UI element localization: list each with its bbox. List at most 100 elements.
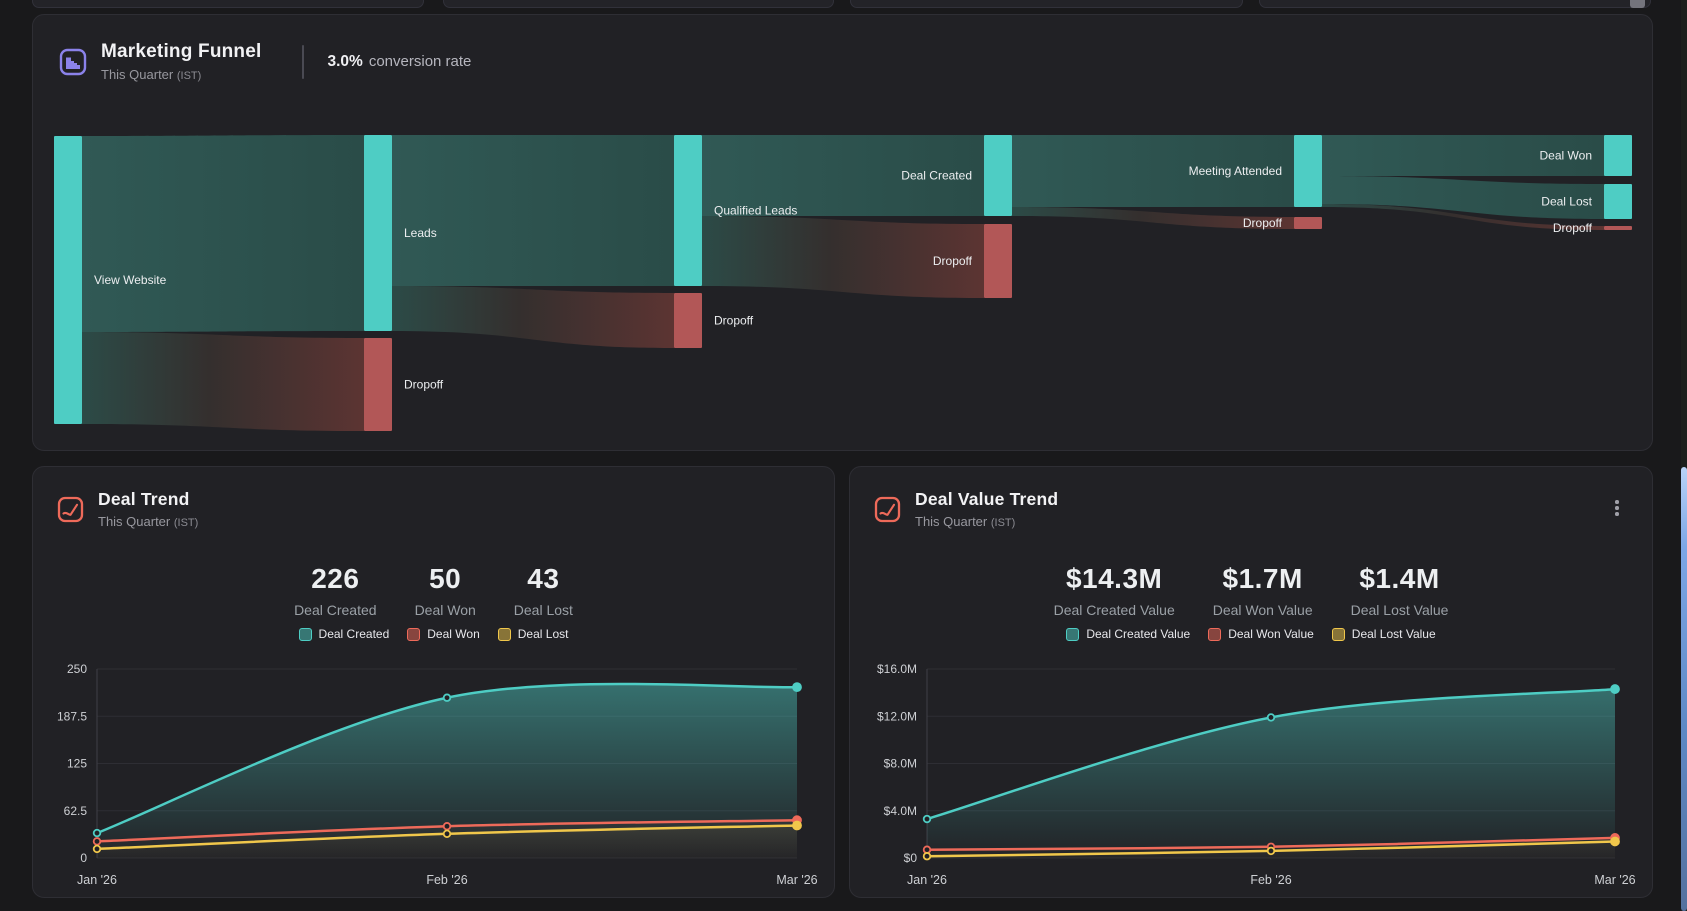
sankey-link-qualified-leads-to-dropoff-3[interactable] (702, 216, 984, 298)
legend-label: Deal Lost Value (1351, 627, 1436, 641)
data-point[interactable] (442, 822, 452, 831)
data-point[interactable] (1610, 684, 1620, 694)
conversion-rate-label: conversion rate (368, 52, 472, 70)
stat-label: Deal Created (294, 602, 377, 618)
stat-deal-won: 50 Deal Won (415, 563, 476, 618)
sankey-link-meeting-attended-to-deal-lost[interactable] (1322, 176, 1604, 219)
sankey-label-deal-won: Deal Won (1540, 149, 1592, 163)
data-point[interactable] (792, 820, 802, 831)
stat-label: Deal Won (414, 602, 476, 618)
legend-swatch (1331, 627, 1345, 641)
card-menu-kebab-icon[interactable] (1608, 497, 1626, 519)
sankey-node-view-website[interactable] (54, 136, 82, 424)
legend-item-deal-lost-value[interactable]: Deal Lost Value (1331, 627, 1436, 641)
sankey-link-view-website-to-dropoff-1[interactable] (82, 332, 364, 431)
card-title: Deal Value Trend (915, 489, 1059, 509)
deal-trend-line-chart[interactable]: 0 62.5 125 187.5 250 Jan '26 Feb '26 Mar '26 (33, 467, 836, 899)
legend-item-deal-won-value[interactable]: Deal Won Value (1208, 627, 1314, 641)
sankey-label-deal-created: Deal Created (901, 169, 972, 183)
sankey-label-dropoff-3: Dropoff (933, 254, 973, 268)
sankey-link-meeting-attended-to-dropoff-5[interactable] (1322, 204, 1604, 230)
legend-swatch (1066, 627, 1080, 641)
legend-label: Deal Won Value (1228, 627, 1314, 641)
sankey-link-deal-created-to-dropoff-4[interactable] (1012, 207, 1294, 229)
deal-value-trend-stats: $14.3M Deal Created Value $1.7M Deal Won … (850, 563, 1652, 618)
deal-trend-card: Deal Trend This Quarter (IST) 226 Deal C… (32, 466, 835, 898)
stat-value: 226 (311, 563, 360, 594)
deal-trend-stats: 226 Deal Created 50 Deal Won 43 Deal Lost (33, 563, 834, 618)
data-point[interactable] (1610, 836, 1620, 847)
marketing-funnel-sankey-chart[interactable]: View Website Leads Dropoff Qualified Leads D… (51, 126, 1651, 446)
sankey-node-dropoff-2[interactable] (674, 293, 702, 348)
sankey-node-dropoff-3[interactable] (984, 224, 1012, 298)
data-point[interactable] (92, 828, 102, 838)
sankey-link-view-website-to-leads[interactable] (82, 135, 364, 332)
x-axis-label: Mar '26 (1594, 873, 1635, 887)
legend-item-deal-won[interactable]: Deal Won (407, 627, 480, 641)
legend-swatch (1208, 627, 1222, 641)
deal-trend-legend: Deal Created Deal Won Deal Lost (33, 627, 834, 641)
data-point[interactable] (792, 682, 802, 693)
sankey-node-dropoff-4[interactable] (1294, 217, 1322, 229)
partial-card-4 (1259, 0, 1651, 8)
timezone-label: (IST) (173, 517, 199, 529)
data-point[interactable] (92, 837, 102, 846)
sankey-link-qualified-leads-to-deal-created[interactable] (702, 135, 984, 216)
partial-card-element (1630, 0, 1645, 8)
data-point[interactable] (922, 852, 932, 861)
sankey-link-deal-created-to-meeting-attended[interactable] (1012, 135, 1294, 207)
card-title: Deal Trend (98, 489, 190, 509)
line-chart-icon (874, 496, 901, 523)
sankey-node-deal-created[interactable] (984, 135, 1012, 216)
sankey-node-dropoff-5[interactable] (1604, 226, 1632, 230)
legend-item-deal-created[interactable]: Deal Created (298, 627, 389, 641)
sankey-node-deal-won[interactable] (1604, 135, 1632, 176)
card-subtitle: This Quarter (IST) (915, 514, 1016, 529)
data-point[interactable] (922, 814, 932, 824)
series-area-deal-lost (97, 825, 797, 858)
sankey-node-leads[interactable] (364, 135, 392, 331)
stat-label: Deal Lost (513, 602, 573, 618)
stat-deal-won-value: $1.7M Deal Won Value (1213, 563, 1313, 618)
funnel-chart-icon (59, 48, 87, 76)
marketing-funnel-card: Marketing Funnel This Quarter (IST) 3.0%… (32, 14, 1653, 451)
sankey-label-deal-lost: Deal Lost (1541, 195, 1592, 209)
sankey-node-meeting-attended[interactable] (1294, 135, 1322, 207)
legend-label: Deal Won (427, 627, 480, 641)
line-chart-icon (57, 496, 84, 523)
data-point[interactable] (92, 844, 102, 854)
y-axis-tick: 0 (80, 851, 87, 865)
timezone-label: (IST) (176, 70, 202, 82)
series-area-deal-created (97, 683, 797, 858)
sankey-label-meeting-attended: Meeting Attended (1189, 164, 1282, 178)
sankey-link-leads-to-dropoff-2[interactable] (392, 286, 674, 348)
partial-card-1 (32, 0, 424, 8)
card-subtitle: This Quarter (IST) (98, 514, 199, 529)
y-axis-tick: $16.0M (877, 662, 917, 676)
y-axis-tick: 187.5 (57, 709, 87, 723)
header-divider (301, 44, 304, 79)
sankey-link-leads-to-qualified-leads[interactable] (392, 135, 674, 286)
stat-label: Deal Lost Value (1350, 602, 1449, 618)
sankey-link-meeting-attended-to-deal-won[interactable] (1322, 135, 1604, 176)
sankey-node-dropoff-1[interactable] (364, 338, 392, 431)
sankey-label-dropoff-1: Dropoff (404, 378, 444, 392)
y-axis-tick: 250 (67, 662, 87, 676)
stat-deal-lost-value: $1.4M Deal Lost Value (1351, 563, 1449, 618)
data-point[interactable] (1266, 713, 1276, 722)
stat-deal-created-value: $14.3M Deal Created Value (1054, 563, 1175, 618)
data-point[interactable] (1266, 846, 1276, 856)
legend-item-deal-created-value[interactable]: Deal Created Value (1066, 627, 1190, 641)
card-title: Marketing Funnel (101, 41, 262, 62)
sankey-label-view-website: View Website (94, 273, 167, 287)
data-point[interactable] (442, 693, 452, 702)
legend-item-deal-lost[interactable]: Deal Lost (497, 627, 569, 641)
sankey-node-deal-lost[interactable] (1604, 184, 1632, 219)
sankey-label-qualified-leads: Qualified Leads (714, 204, 797, 218)
legend-label: Deal Lost (517, 627, 569, 641)
sankey-node-qualified-leads[interactable] (674, 135, 702, 286)
page-scrollbar-thumb[interactable] (1681, 467, 1687, 911)
stat-label: Deal Won Value (1212, 602, 1313, 618)
deal-value-trend-line-chart[interactable]: $0 $4.0M $8.0M $12.0M $16.0M Jan '26 Feb '26 Ma… (850, 467, 1654, 899)
data-point[interactable] (442, 829, 452, 839)
